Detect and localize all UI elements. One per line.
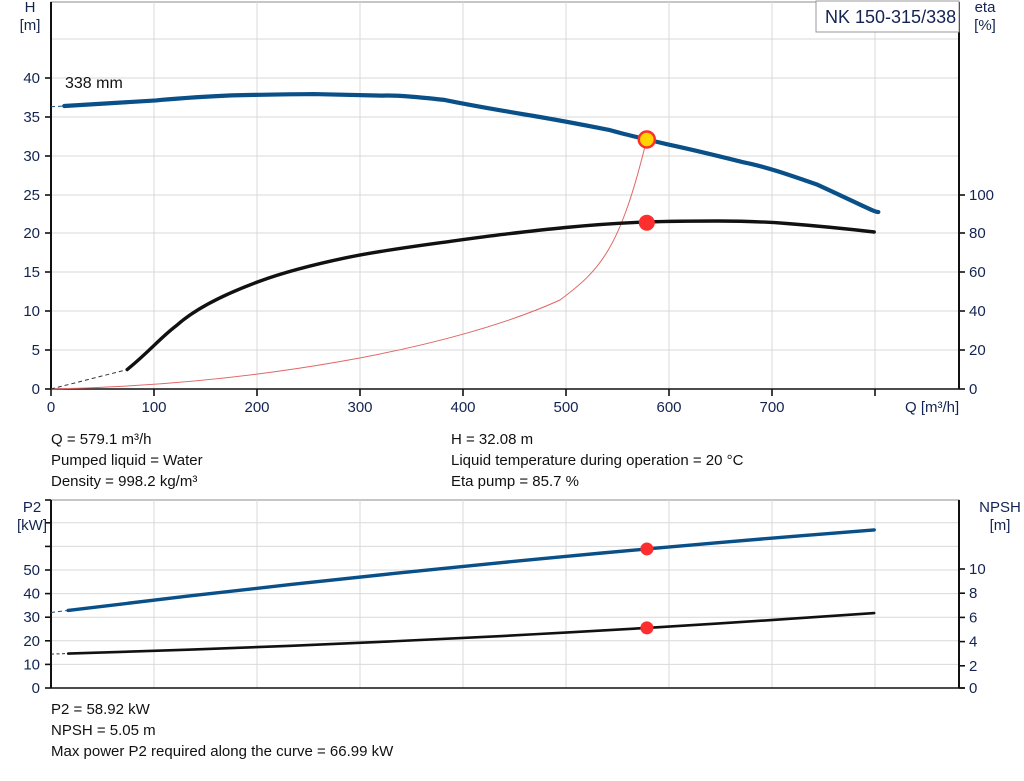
svg-text:500: 500 xyxy=(553,399,578,416)
svg-text:[kW]: [kW] xyxy=(17,517,47,534)
svg-text:80: 80 xyxy=(969,225,986,242)
svg-text:NK 150-315/338: NK 150-315/338 xyxy=(825,7,956,27)
svg-text:100: 100 xyxy=(969,187,994,204)
svg-text:P2 = 58.92 kW: P2 = 58.92 kW xyxy=(51,701,151,718)
svg-text:400: 400 xyxy=(450,399,475,416)
svg-text:NPSH: NPSH xyxy=(979,499,1021,516)
svg-text:10: 10 xyxy=(969,561,986,578)
svg-text:4: 4 xyxy=(969,634,977,651)
svg-text:20: 20 xyxy=(969,342,986,359)
svg-text:20: 20 xyxy=(23,633,40,650)
svg-text:[m]: [m] xyxy=(20,17,41,34)
svg-text:50: 50 xyxy=(23,562,40,579)
svg-text:0: 0 xyxy=(969,381,977,398)
svg-text:700: 700 xyxy=(759,399,784,416)
svg-text:0: 0 xyxy=(32,381,40,398)
svg-text:P2: P2 xyxy=(23,499,41,516)
svg-text:200: 200 xyxy=(244,399,269,416)
svg-text:40: 40 xyxy=(23,70,40,87)
svg-text:H = 32.08 m: H = 32.08 m xyxy=(451,431,533,448)
svg-text:40: 40 xyxy=(23,586,40,603)
svg-text:0: 0 xyxy=(47,399,55,416)
svg-text:6: 6 xyxy=(969,609,977,626)
svg-text:20: 20 xyxy=(23,225,40,242)
svg-text:H: H xyxy=(25,0,36,16)
svg-text:100: 100 xyxy=(141,399,166,416)
svg-text:Pumped liquid = Water: Pumped liquid = Water xyxy=(51,452,203,469)
svg-text:10: 10 xyxy=(23,656,40,673)
svg-text:Q [m³/h]: Q [m³/h] xyxy=(905,399,959,416)
svg-text:Liquid temperature during oper: Liquid temperature during operation = 20… xyxy=(451,452,744,469)
svg-text:Eta pump = 85.7 %: Eta pump = 85.7 % xyxy=(451,473,579,490)
svg-text:60: 60 xyxy=(969,264,986,281)
svg-text:15: 15 xyxy=(23,264,40,281)
svg-text:10: 10 xyxy=(23,303,40,320)
svg-text:5: 5 xyxy=(32,342,40,359)
svg-text:30: 30 xyxy=(23,609,40,626)
svg-text:Q = 579.1 m³/h: Q = 579.1 m³/h xyxy=(51,431,151,448)
svg-text:NPSH = 5.05 m: NPSH = 5.05 m xyxy=(51,722,156,739)
svg-text:25: 25 xyxy=(23,187,40,204)
svg-text:600: 600 xyxy=(656,399,681,416)
svg-text:[m]: [m] xyxy=(990,517,1011,534)
svg-text:0: 0 xyxy=(969,680,977,697)
svg-text:8: 8 xyxy=(969,585,977,602)
svg-text:40: 40 xyxy=(969,303,986,320)
svg-text:338 mm: 338 mm xyxy=(65,75,123,92)
svg-text:300: 300 xyxy=(347,399,372,416)
svg-text:Max power P2 required along th: Max power P2 required along the curve = … xyxy=(51,743,394,760)
svg-text:35: 35 xyxy=(23,109,40,126)
svg-text:eta: eta xyxy=(975,0,997,16)
svg-text:0: 0 xyxy=(32,680,40,697)
svg-text:30: 30 xyxy=(23,148,40,165)
svg-text:Density = 998.2 kg/m³: Density = 998.2 kg/m³ xyxy=(51,473,197,490)
svg-text:[%]: [%] xyxy=(974,17,996,34)
svg-text:2: 2 xyxy=(969,658,977,675)
